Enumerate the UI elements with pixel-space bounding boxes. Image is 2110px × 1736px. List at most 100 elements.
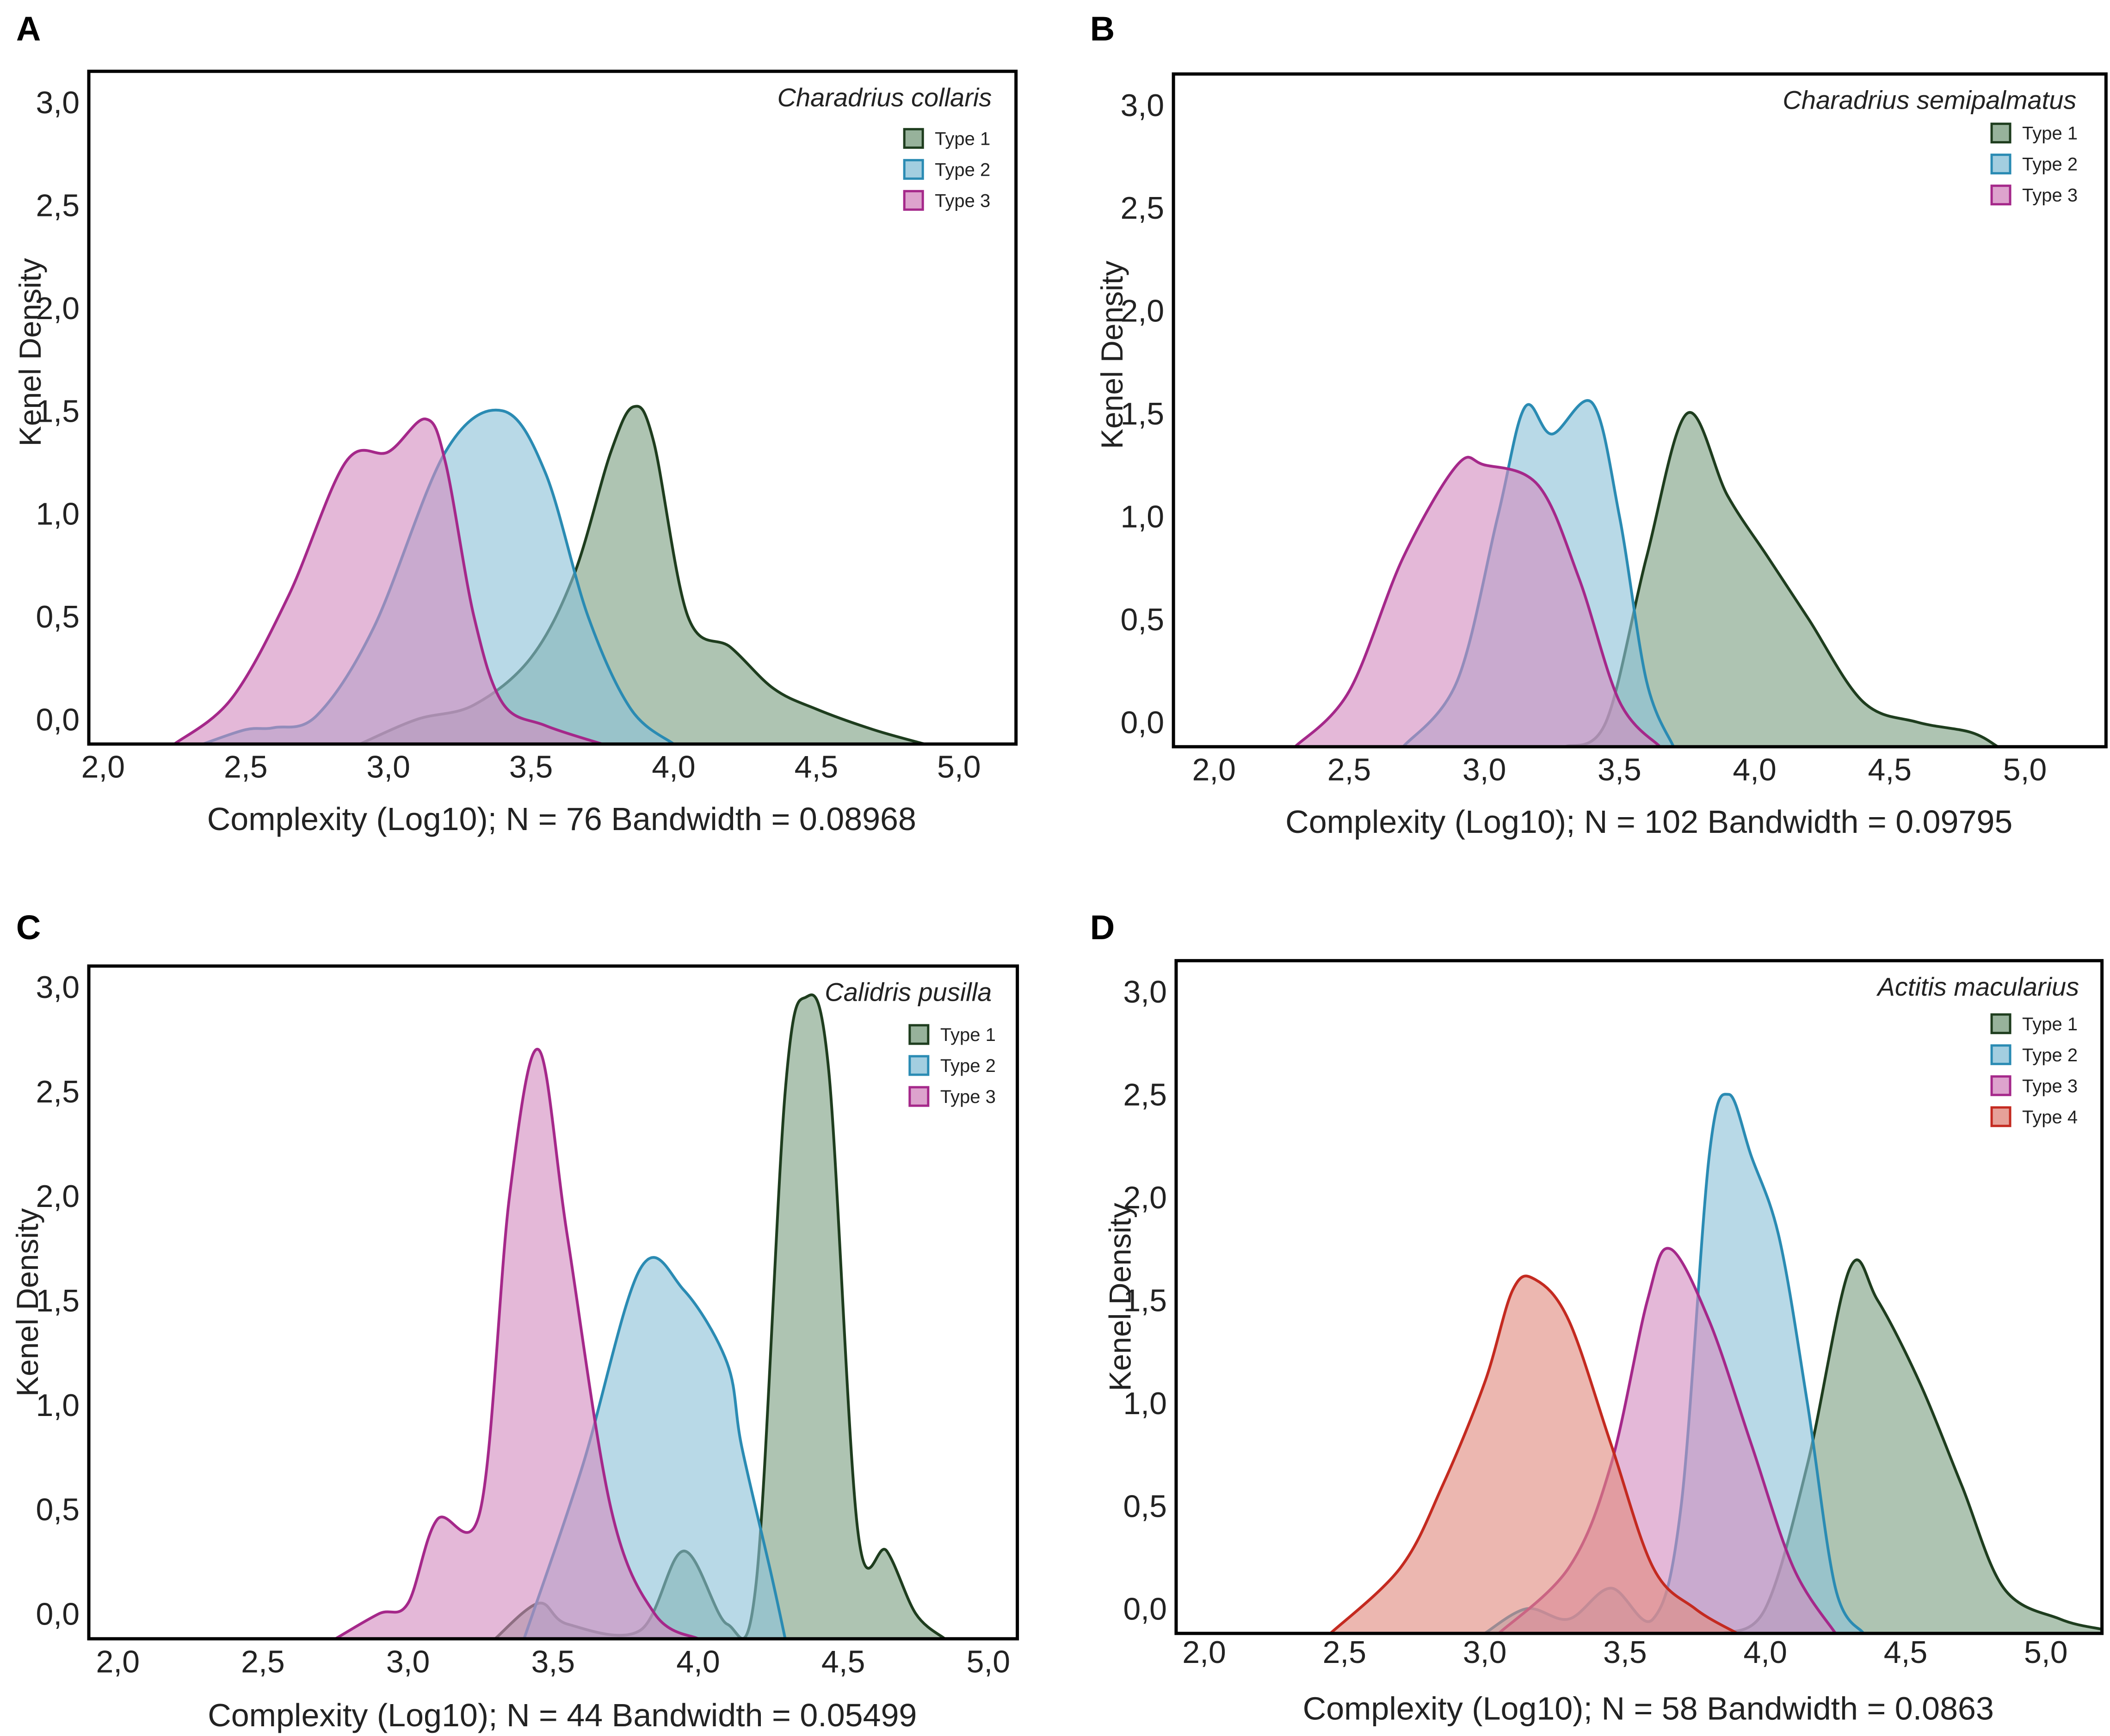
x-tick-label: 3,0	[1463, 1635, 1507, 1670]
density-areas	[1294, 399, 1999, 747]
y-tick-label: 0,5	[1123, 1489, 1167, 1524]
plot-frame	[87, 69, 1018, 746]
x-axis-title: Complexity (Log10); N = 58 Bandwidth = 0…	[1303, 1690, 1994, 1726]
y-tick-label: 1,0	[36, 497, 80, 532]
x-axis-title: Complexity (Log10); N = 44 Bandwidth = 0…	[208, 1697, 917, 1733]
legend: Type 1 Type 2 Type 3	[1990, 123, 2078, 206]
x-tick-label: 3,5	[509, 750, 553, 785]
y-tick-label: 0,5	[36, 599, 80, 634]
x-tick-label: 3,0	[386, 1644, 430, 1680]
legend-label: Type 2	[935, 160, 990, 180]
x-tick-label: 3,0	[1462, 752, 1506, 788]
y-tick-label: 3,0	[36, 970, 80, 1005]
y-tick-label: 3,0	[36, 85, 80, 120]
x-tick-label: 4,5	[795, 750, 839, 785]
legend-label: Type 1	[940, 1025, 996, 1045]
legend-swatch-type4	[1990, 1106, 2011, 1127]
panel-D: 0,0 0,5 1,0 1,5 2,0 2,5 3,0 2,0 2,5 3,0 3,5 4,0 4,5 5…	[1090, 908, 2104, 1726]
y-axis-title: Kenel Density	[1103, 1203, 1137, 1391]
x-tick-label: 2,5	[224, 750, 268, 785]
density-area-type3	[1499, 1248, 1836, 1634]
legend-label: Type 4	[2022, 1107, 2078, 1127]
legend-swatch-type2	[908, 1055, 930, 1076]
x-tick-label: 2,0	[81, 750, 125, 785]
x-tick-label: 3,5	[531, 1644, 575, 1680]
legend-label: Type 1	[935, 129, 990, 149]
y-tick-label: 1,0	[36, 1388, 80, 1423]
y-tick-label: 2,5	[1121, 191, 1165, 226]
legend-swatch-type1	[908, 1024, 930, 1045]
legend-label: Type 3	[940, 1087, 996, 1107]
y-tick-label: 2,0	[36, 291, 80, 326]
plot-frame	[1174, 959, 2104, 1635]
y-tick-label: 0,0	[1121, 705, 1165, 740]
plot-frame	[87, 964, 1019, 1641]
legend-label: Type 2	[2022, 154, 2078, 175]
density-areas	[334, 993, 946, 1639]
y-tick-label: 2,0	[1123, 1180, 1167, 1215]
legend-label: Type 2	[2022, 1045, 2078, 1065]
panel-A: 0,0 0,5 1,0 1,5 2,0 2,5 3,0 2,0 2,5 3,0 3,5 4,0 4,5 5…	[13, 9, 1018, 837]
legend-swatch-type2	[1990, 154, 2011, 175]
legend-swatch-type2	[1990, 1044, 2011, 1065]
y-tick-label: 0,0	[36, 1597, 80, 1632]
density-line-type4	[1329, 1274, 1738, 1634]
panel-label: D	[1090, 908, 1115, 947]
species-title: Actitis macularius	[1876, 972, 2079, 1001]
density-areas	[173, 405, 925, 744]
species-title: Charadrius collaris	[777, 83, 992, 112]
x-tick-label: 4,0	[652, 750, 696, 785]
legend: Type 1 Type 2 Type 3 Type 4	[1990, 1013, 2078, 1127]
y-tick-label: 2,5	[36, 188, 80, 223]
x-tick-label: 2,0	[1192, 752, 1236, 788]
y-tick-label: 2,0	[1121, 294, 1165, 329]
legend-swatch-type3	[1990, 185, 2011, 206]
panel-B: 0,0 0,5 1,0 1,5 2,0 2,5 3,0 2,0 2,5 3,0 3,5 4,0 4,5 5…	[1090, 9, 2108, 840]
x-tick-label: 5,0	[967, 1644, 1011, 1680]
density-area-type3	[1295, 457, 1660, 747]
legend-swatch-type3	[1990, 1075, 2011, 1096]
x-tick-label: 3,5	[1598, 752, 1641, 788]
x-tick-label: 4,5	[821, 1644, 865, 1680]
legend-label: Type 2	[940, 1056, 996, 1076]
density-area-type3	[335, 1049, 698, 1639]
panel-label: A	[16, 9, 41, 48]
legend-label: Type 1	[2022, 123, 2078, 144]
y-tick-label: 1,5	[36, 1283, 80, 1318]
x-tick-label: 2,5	[241, 1644, 285, 1680]
x-axis-title: Complexity (Log10); N = 76 Bandwidth = 0…	[207, 801, 916, 837]
legend-swatch-type3	[908, 1086, 930, 1107]
density-line-type3	[334, 1047, 699, 1639]
density-area-type1	[360, 406, 925, 744]
y-tick-label: 0,0	[36, 702, 80, 738]
y-axis-title: Kenel Density	[1095, 261, 1129, 449]
y-tick-label: 1,5	[1121, 396, 1165, 431]
y-tick-label: 1,5	[1123, 1283, 1167, 1318]
density-areas	[1329, 1093, 2102, 1634]
plot-frame	[1172, 72, 2108, 749]
legend-label: Type 3	[935, 191, 990, 211]
x-axis-title: Complexity (Log10); N = 102 Bandwidth = …	[1285, 804, 2012, 840]
density-area-type3	[174, 419, 603, 744]
x-tick-label: 4,5	[1868, 752, 1912, 788]
legend-swatch-type1	[1990, 123, 2011, 144]
x-tick-label: 4,0	[1743, 1635, 1787, 1670]
x-tick-label: 5,0	[2024, 1635, 2068, 1670]
legend: Type 1 Type 2 Type 3	[903, 128, 990, 211]
species-title: Calidris pusilla	[825, 978, 992, 1007]
x-tick-label: 2,0	[96, 1644, 140, 1680]
x-tick-label: 4,0	[676, 1644, 720, 1680]
legend: Type 1 Type 2 Type 3	[908, 1024, 996, 1107]
y-tick-label: 3,0	[1123, 974, 1167, 1010]
x-tick-label: 3,5	[1603, 1635, 1647, 1670]
legend-swatch-type1	[1990, 1013, 2011, 1034]
x-tick-label: 2,5	[1323, 1635, 1367, 1670]
y-tick-label: 2,0	[36, 1179, 80, 1214]
legend-swatch-type1	[903, 128, 924, 149]
y-tick-label: 2,5	[1123, 1077, 1167, 1113]
density-line-type3	[173, 417, 603, 744]
y-axis-title: Kenel Density	[13, 258, 47, 446]
y-tick-label: 1,5	[36, 394, 80, 429]
legend-label: Type 3	[2022, 1076, 2078, 1096]
